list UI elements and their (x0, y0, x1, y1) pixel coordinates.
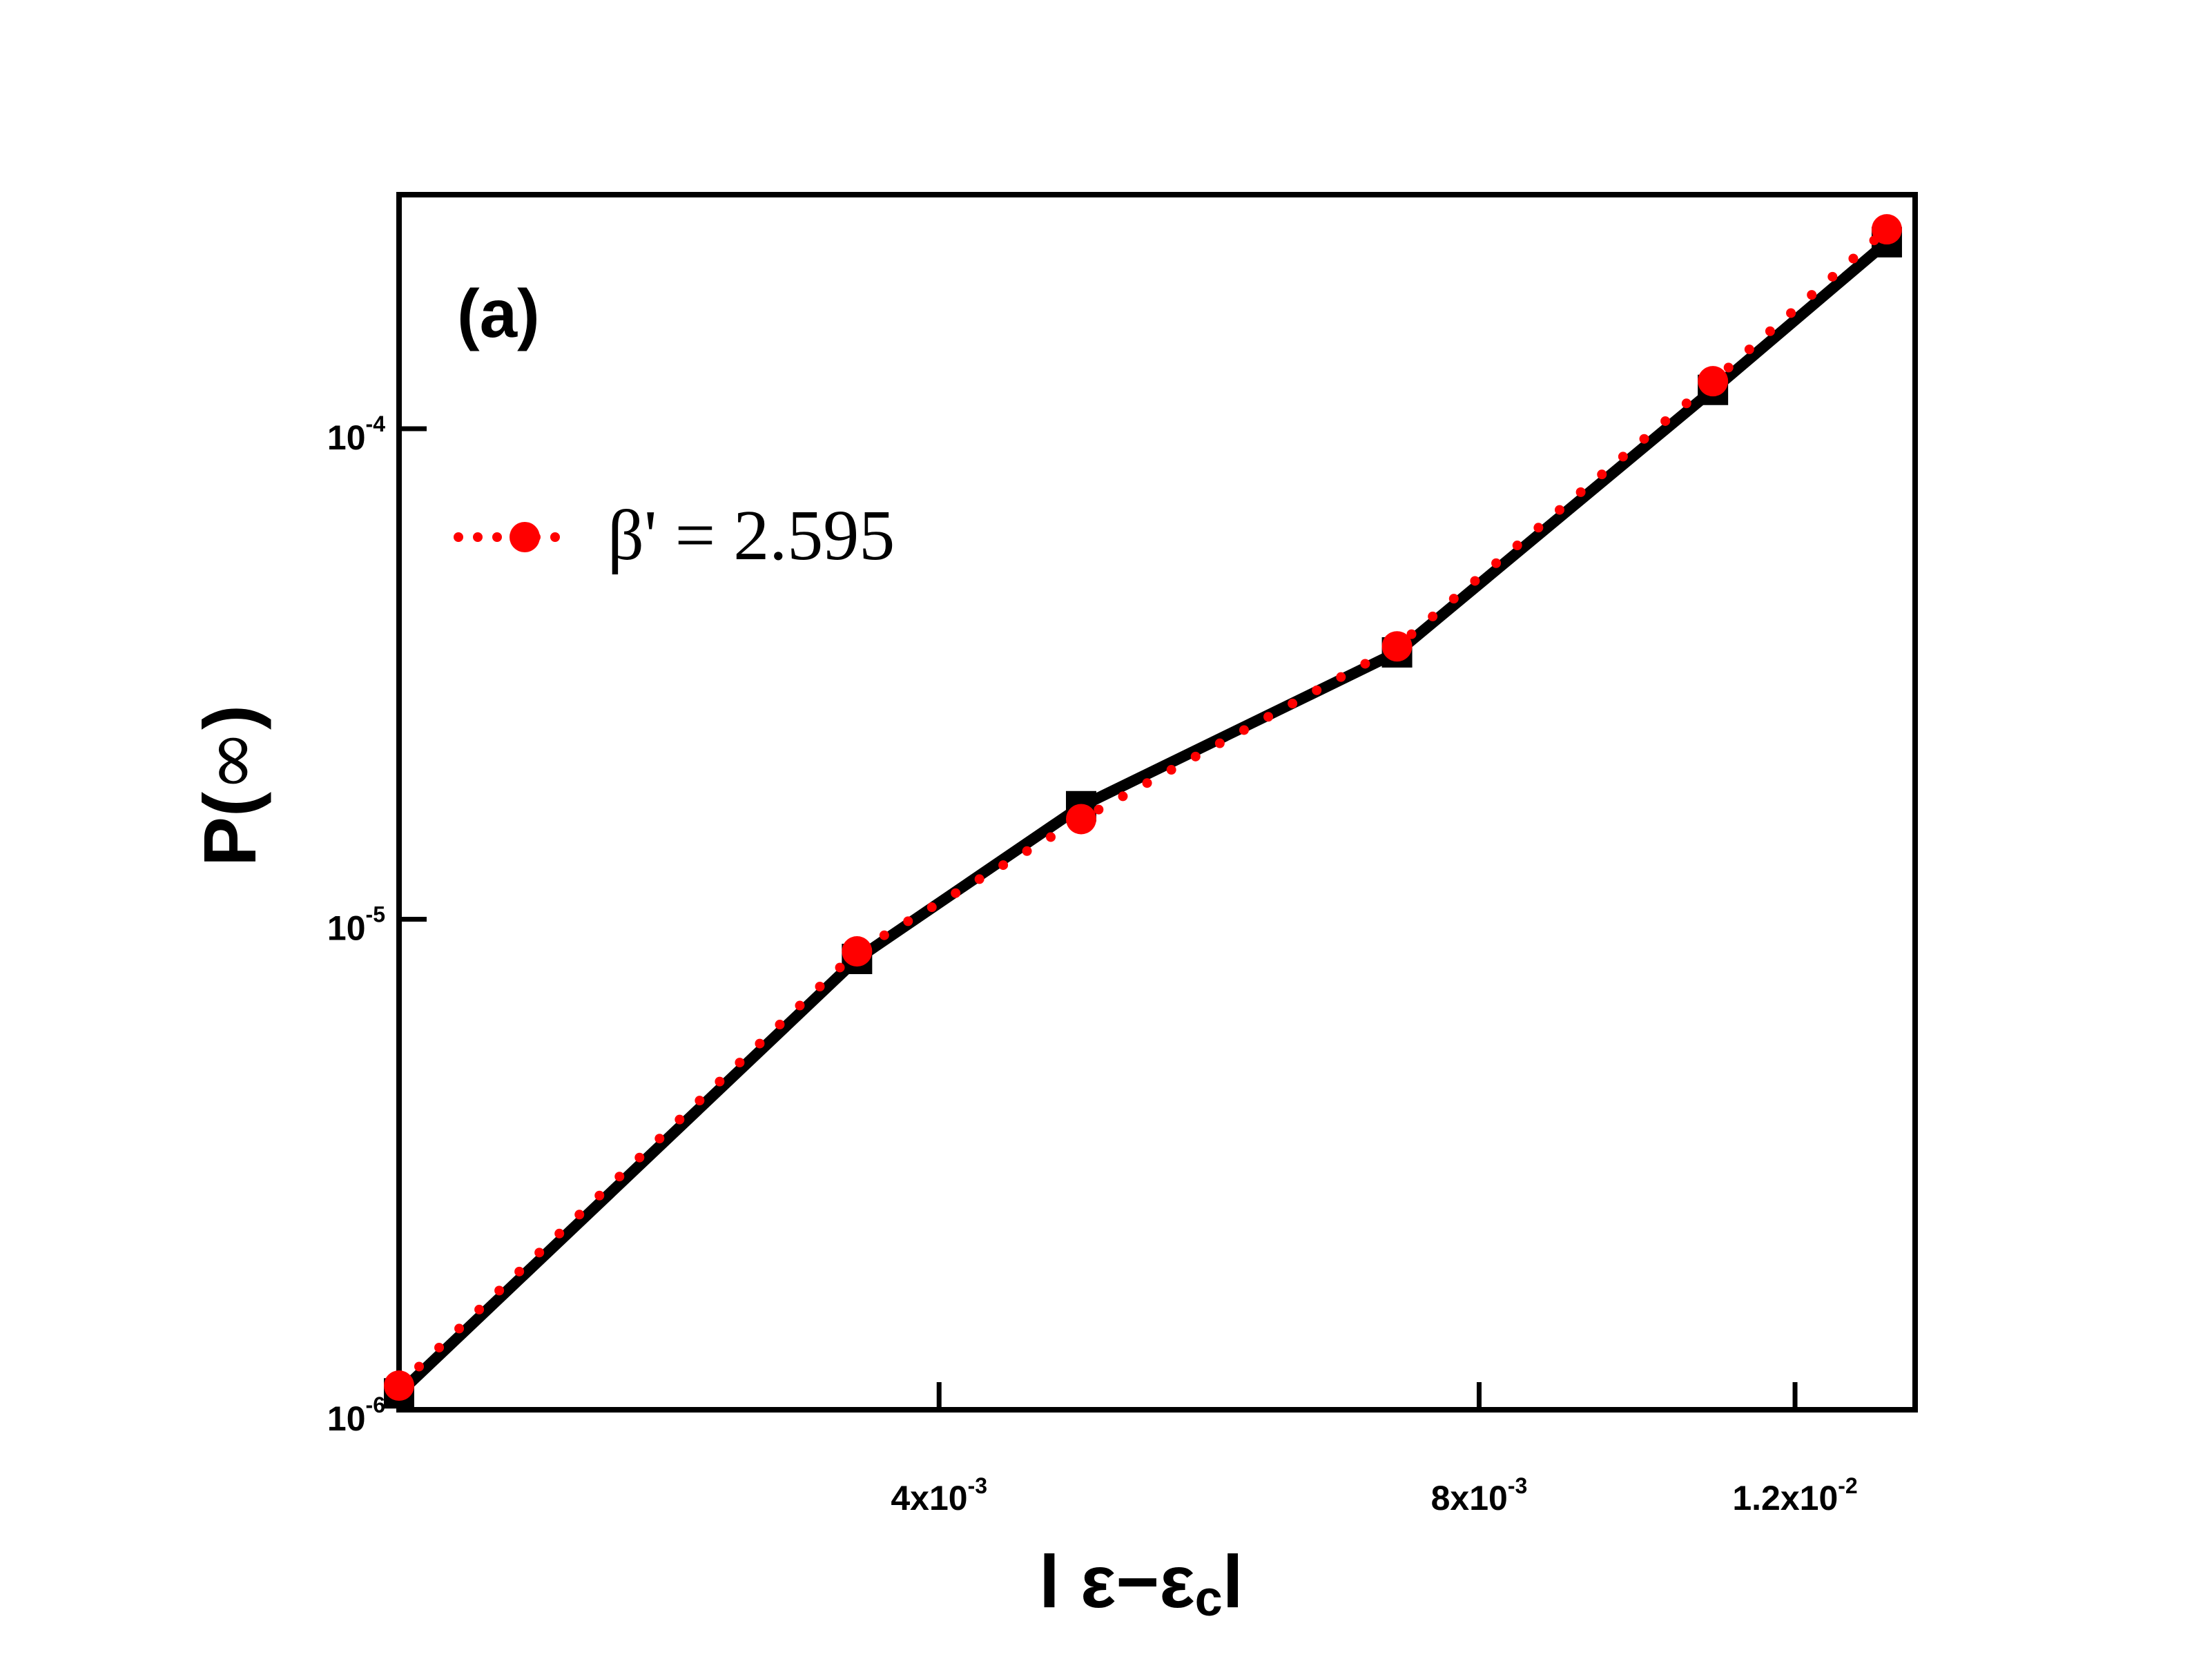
series-point (1381, 631, 1413, 662)
x-axis-title-eps-c: ε (1159, 1540, 1194, 1623)
panel-label: (a) (457, 275, 540, 351)
y-tick-label: 10-6 (327, 1392, 385, 1438)
y-axis-title-p: P( (188, 792, 271, 866)
series-point (384, 1370, 414, 1401)
x-axis-title: l ε−εcl (1039, 1540, 1243, 1627)
x-axis-title-dash: − (1116, 1540, 1159, 1623)
tick-layer: 4x10-3 8x10-3 1.2x10-2 10-6 10-5 10-4 (327, 411, 1858, 1517)
series-point (1698, 366, 1729, 397)
y-axis-title-inf: ∞ (187, 730, 273, 792)
y-axis-title: P(∞) (187, 705, 273, 866)
y-tick-label: 10-5 (327, 902, 385, 947)
plot-frame (396, 192, 1918, 1413)
series-layer (384, 214, 1902, 1409)
legend-label: β' = 2.595 (608, 496, 895, 575)
series-0 (384, 226, 1902, 1409)
legend-marker (510, 522, 540, 552)
series-1 (384, 214, 1902, 1401)
legend: β' = 2.595 (454, 496, 895, 575)
series-point (1871, 214, 1902, 245)
x-tick-label: 8x10-3 (1431, 1473, 1528, 1517)
x-tick-label: 1.2x10-2 (1732, 1473, 1857, 1517)
x-tick-label: 4x10-3 (891, 1473, 987, 1517)
legend-swatch (454, 522, 578, 552)
series-point (1065, 804, 1096, 835)
x-axis-title-eps: ε (1080, 1540, 1116, 1623)
series-line (395, 237, 1891, 1398)
x-axis-title-sub: c (1195, 1571, 1223, 1627)
y-axis-title-close: ) (188, 705, 271, 730)
series-line (394, 224, 1892, 1390)
x-axis-title-open: l (1039, 1540, 1080, 1623)
series-point (842, 936, 873, 967)
y-tick-label: 10-4 (327, 411, 385, 457)
x-axis-title-close: l (1223, 1540, 1243, 1623)
